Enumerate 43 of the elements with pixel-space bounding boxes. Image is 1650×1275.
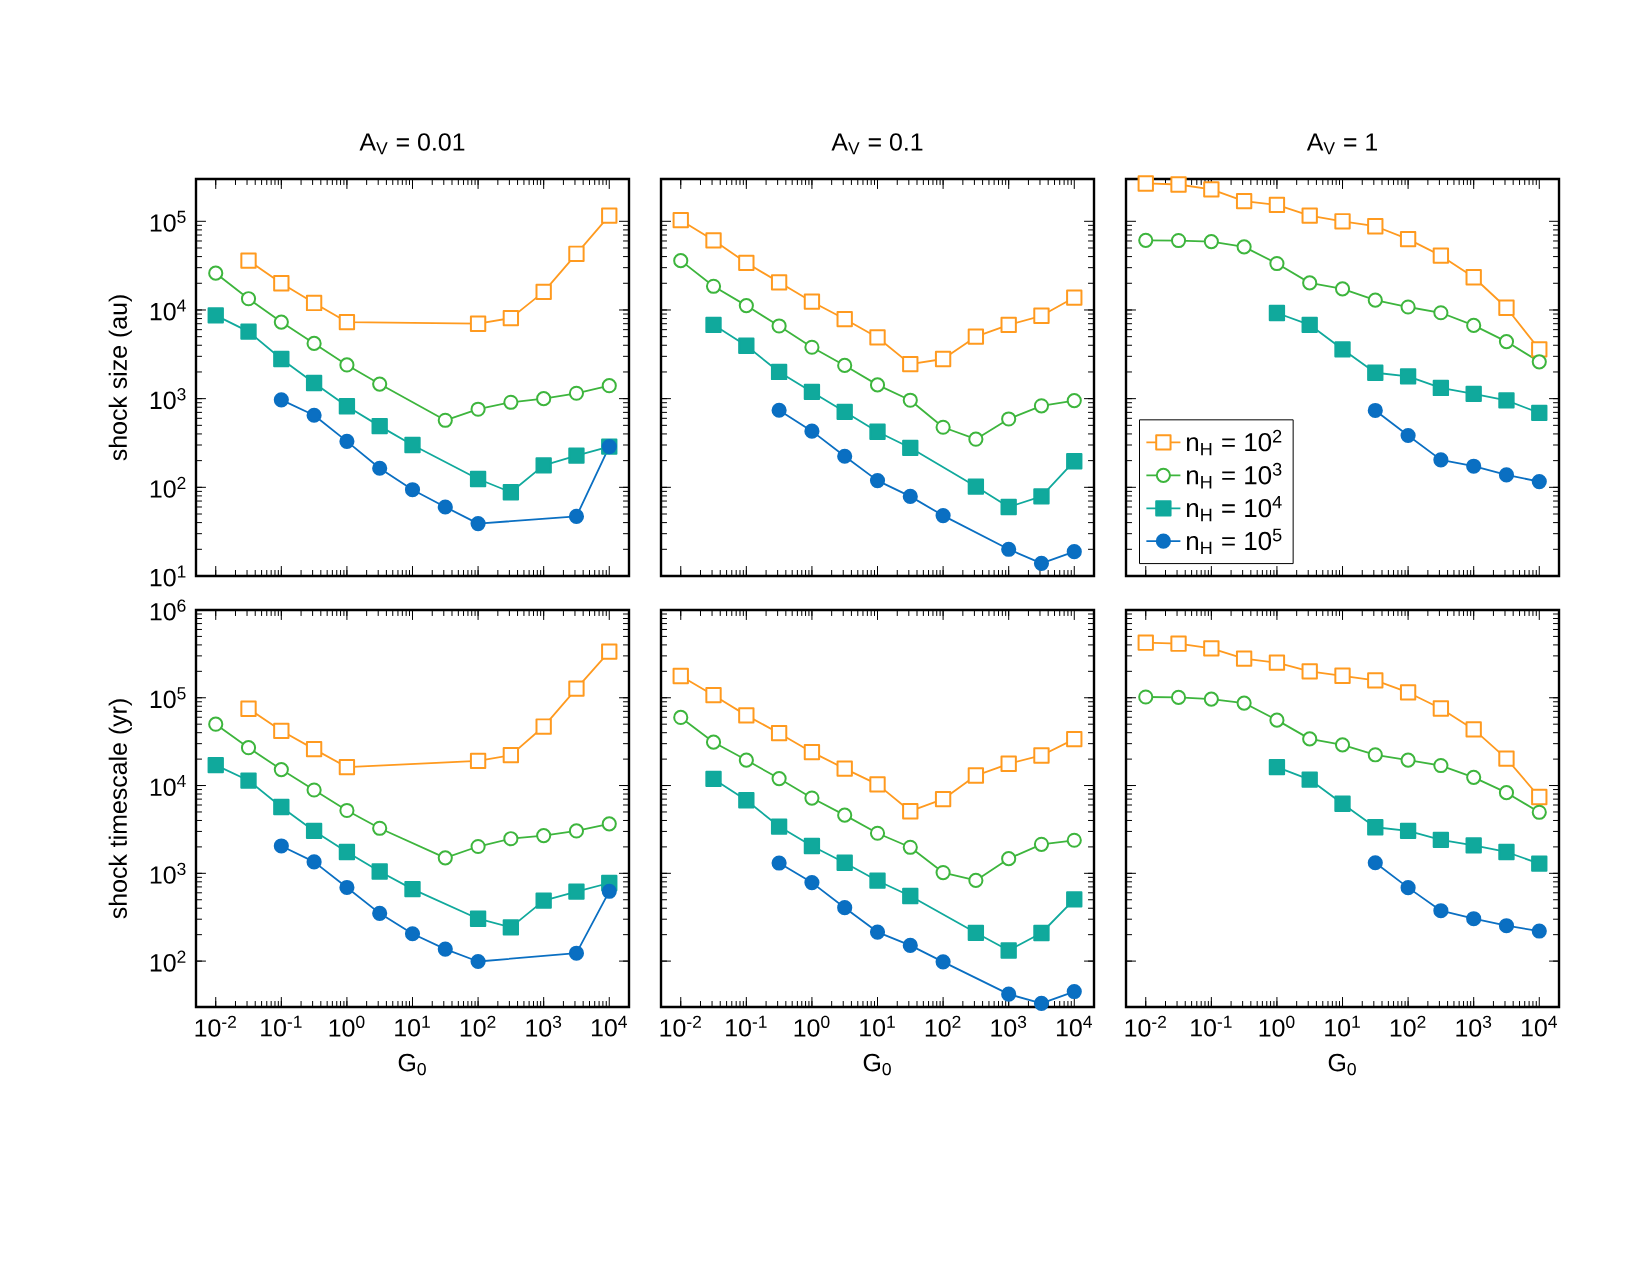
y-tick-label: 10$^{3}$: [150, 862, 186, 884]
x-axis-title: G$_{0}$: [1328, 1053, 1356, 1076]
y-tick-label: 10$^{6}$: [150, 599, 186, 621]
x-axis-title: G$_{0}$: [863, 1053, 891, 1076]
chart-title: A$_{V}$ = 0.01: [359, 133, 465, 155]
x-tick-label: 10$^{-2}$: [1125, 1015, 1166, 1037]
x-tick-label: 10$^{3}$: [1456, 1015, 1492, 1037]
x-tick-label: 10$^{2}$: [925, 1015, 961, 1037]
x-tick-label: 10$^{1}$: [860, 1015, 895, 1037]
x-tick-label: 10$^{2}$: [1390, 1015, 1426, 1037]
y-axis-title: shock timescale (yr): [108, 699, 132, 919]
x-tick-label: 10$^{-1}$: [1191, 1015, 1232, 1037]
legend-label: n$_{H}$ = 10$^{4}$: [1186, 495, 1282, 522]
legend-label: n$_{H}$ = 10$^{2}$: [1186, 429, 1282, 456]
y-tick-label: 10$^{4}$: [150, 775, 186, 797]
x-tick-label: 10$^{-2}$: [660, 1015, 701, 1037]
y-tick-label: 10$^{4}$: [150, 299, 186, 321]
x-tick-label: 10$^{3}$: [526, 1015, 562, 1037]
x-tick-label: 10$^{-1}$: [726, 1015, 767, 1037]
x-tick-label: 10$^{-2}$: [195, 1015, 236, 1037]
x-tick-label: 10$^{1}$: [395, 1015, 430, 1037]
x-tick-label: 10$^{4}$: [591, 1015, 627, 1037]
legend-label: n$_{H}$ = 10$^{5}$: [1186, 528, 1282, 555]
x-tick-label: 10$^{1}$: [1325, 1015, 1360, 1037]
y-tick-label: 10$^{2}$: [150, 950, 186, 972]
x-axis-title: G$_{0}$: [398, 1053, 426, 1076]
legend-label: n$_{H}$ = 10$^{3}$: [1186, 462, 1282, 489]
x-tick-label: 10$^{0}$: [329, 1015, 365, 1037]
x-tick-label: 10$^{3}$: [991, 1015, 1027, 1037]
chart-title: A$_{V}$ = 1: [1306, 133, 1378, 155]
chart-title: A$_{V}$ = 0.1: [831, 133, 923, 155]
x-tick-label: 10$^{4}$: [1056, 1015, 1092, 1037]
x-tick-label: 10$^{4}$: [1521, 1015, 1557, 1037]
x-tick-label: 10$^{2}$: [460, 1015, 496, 1037]
x-tick-label: 10$^{0}$: [1259, 1015, 1295, 1037]
x-tick-label: 10$^{-1}$: [261, 1015, 302, 1037]
y-tick-label: 10$^{1}$: [150, 565, 186, 587]
y-axis-title: shock size (au): [108, 295, 132, 461]
y-tick-label: 10$^{5}$: [150, 687, 186, 709]
x-tick-label: 10$^{0}$: [794, 1015, 830, 1037]
y-tick-label: 10$^{2}$: [150, 476, 186, 498]
y-tick-label: 10$^{3}$: [150, 388, 186, 410]
y-tick-label: 10$^{5}$: [150, 210, 186, 232]
